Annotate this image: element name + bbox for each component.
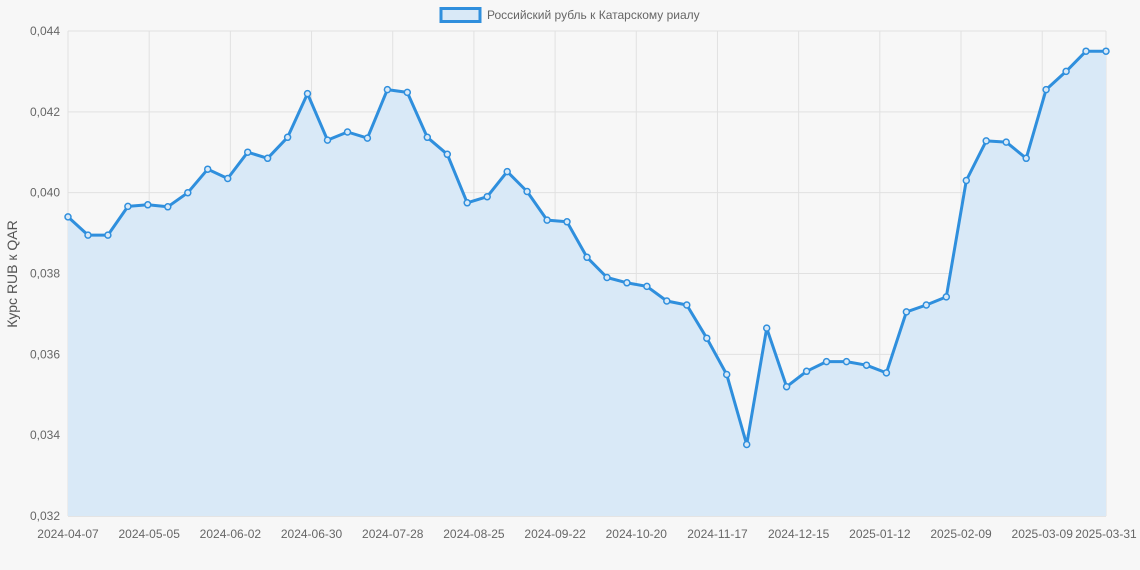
data-point[interactable] xyxy=(742,440,751,449)
data-point[interactable] xyxy=(164,203,172,211)
data-point[interactable] xyxy=(942,293,951,301)
data-point[interactable] xyxy=(543,216,551,224)
data-point[interactable] xyxy=(383,85,392,94)
data-point[interactable] xyxy=(643,282,651,291)
x-tick-label: 2024-05-05 xyxy=(118,527,180,541)
data-point[interactable] xyxy=(363,134,372,142)
data-point[interactable] xyxy=(124,202,132,211)
x-tick-label: 2024-07-28 xyxy=(362,527,424,541)
x-tick-label: 2024-06-30 xyxy=(281,527,343,541)
y-tick-label: 0,042 xyxy=(30,105,60,119)
data-point[interactable] xyxy=(184,188,192,197)
data-point[interactable] xyxy=(842,357,851,366)
x-tick-label: 2024-09-22 xyxy=(524,527,586,541)
data-point[interactable] xyxy=(1002,138,1010,146)
data-point[interactable] xyxy=(922,301,931,309)
y-tick-label: 0,040 xyxy=(30,186,60,200)
data-point[interactable] xyxy=(64,213,72,221)
data-point[interactable] xyxy=(583,253,591,262)
data-point[interactable] xyxy=(722,370,731,379)
data-point[interactable] xyxy=(603,273,611,282)
data-point[interactable] xyxy=(443,150,452,159)
data-point[interactable] xyxy=(563,218,571,226)
data-point[interactable] xyxy=(263,154,272,163)
data-point[interactable] xyxy=(463,199,471,207)
data-point[interactable] xyxy=(403,88,412,97)
data-point[interactable] xyxy=(862,361,871,369)
series-area xyxy=(68,51,1106,516)
x-tick-label: 2024-11-17 xyxy=(687,527,748,541)
data-point[interactable] xyxy=(802,367,811,376)
data-point[interactable] xyxy=(104,231,112,239)
data-point[interactable] xyxy=(483,192,491,201)
data-points xyxy=(64,47,1110,449)
data-point[interactable] xyxy=(84,231,92,239)
x-tick-label: 2024-06-02 xyxy=(200,527,262,541)
x-tick-label: 2025-02-09 xyxy=(930,527,992,541)
data-point[interactable] xyxy=(343,128,352,136)
data-point[interactable] xyxy=(1062,67,1070,76)
x-axis-ticks: 2024-04-07 2024-05-05 2024-06-02 2024-06-30… xyxy=(37,527,1137,541)
data-point[interactable] xyxy=(982,137,990,145)
data-point[interactable] xyxy=(243,148,252,156)
x-tick-label: 2025-01-12 xyxy=(849,527,911,541)
legend-label: Российский рубль к Катарскому риалу xyxy=(487,8,700,22)
data-point[interactable] xyxy=(902,308,911,316)
data-point[interactable] xyxy=(283,133,292,142)
data-point[interactable] xyxy=(223,174,232,183)
data-point[interactable] xyxy=(203,165,212,173)
data-point[interactable] xyxy=(523,187,531,196)
x-tick-label: 2024-04-07 xyxy=(37,527,99,541)
y-axis-label: Курс RUB к QAR xyxy=(4,220,20,327)
y-tick-label: 0,038 xyxy=(30,267,60,281)
x-tick-label: 2024-10-20 xyxy=(606,527,668,541)
x-tick-label: 2024-08-25 xyxy=(443,527,505,541)
data-point[interactable] xyxy=(423,133,432,142)
data-point[interactable] xyxy=(623,279,631,287)
data-point[interactable] xyxy=(1022,154,1030,163)
data-point[interactable] xyxy=(683,301,691,309)
data-point[interactable] xyxy=(144,201,152,209)
x-tick-label: 2025-03-09 xyxy=(1012,527,1074,541)
data-point[interactable] xyxy=(703,334,711,342)
legend-swatch xyxy=(439,7,482,23)
data-point[interactable] xyxy=(303,89,312,98)
data-point[interactable] xyxy=(1102,47,1110,55)
data-point[interactable] xyxy=(782,382,791,391)
y-tick-label: 0,036 xyxy=(30,347,60,361)
x-tick-label: 2025-03-31 xyxy=(1075,527,1137,541)
y-tick-label: 0,044 xyxy=(30,24,60,38)
y-tick-label: 0,032 xyxy=(30,509,60,523)
data-point[interactable] xyxy=(962,176,971,185)
data-point[interactable] xyxy=(323,136,332,144)
legend[interactable]: Российский рубль к Катарскому риалу xyxy=(439,7,700,23)
data-point[interactable] xyxy=(762,324,771,332)
x-tick-label: 2024-12-15 xyxy=(768,527,830,541)
y-axis-ticks: 0,032 0,034 0,036 0,038 0,040 0,042 0,044 xyxy=(30,24,60,523)
data-point[interactable] xyxy=(663,297,671,305)
data-point[interactable] xyxy=(882,369,891,377)
data-point[interactable] xyxy=(503,167,511,176)
y-tick-label: 0,034 xyxy=(30,428,60,442)
data-point[interactable] xyxy=(1082,47,1090,55)
data-point[interactable] xyxy=(822,357,831,366)
data-point[interactable] xyxy=(1042,85,1050,94)
